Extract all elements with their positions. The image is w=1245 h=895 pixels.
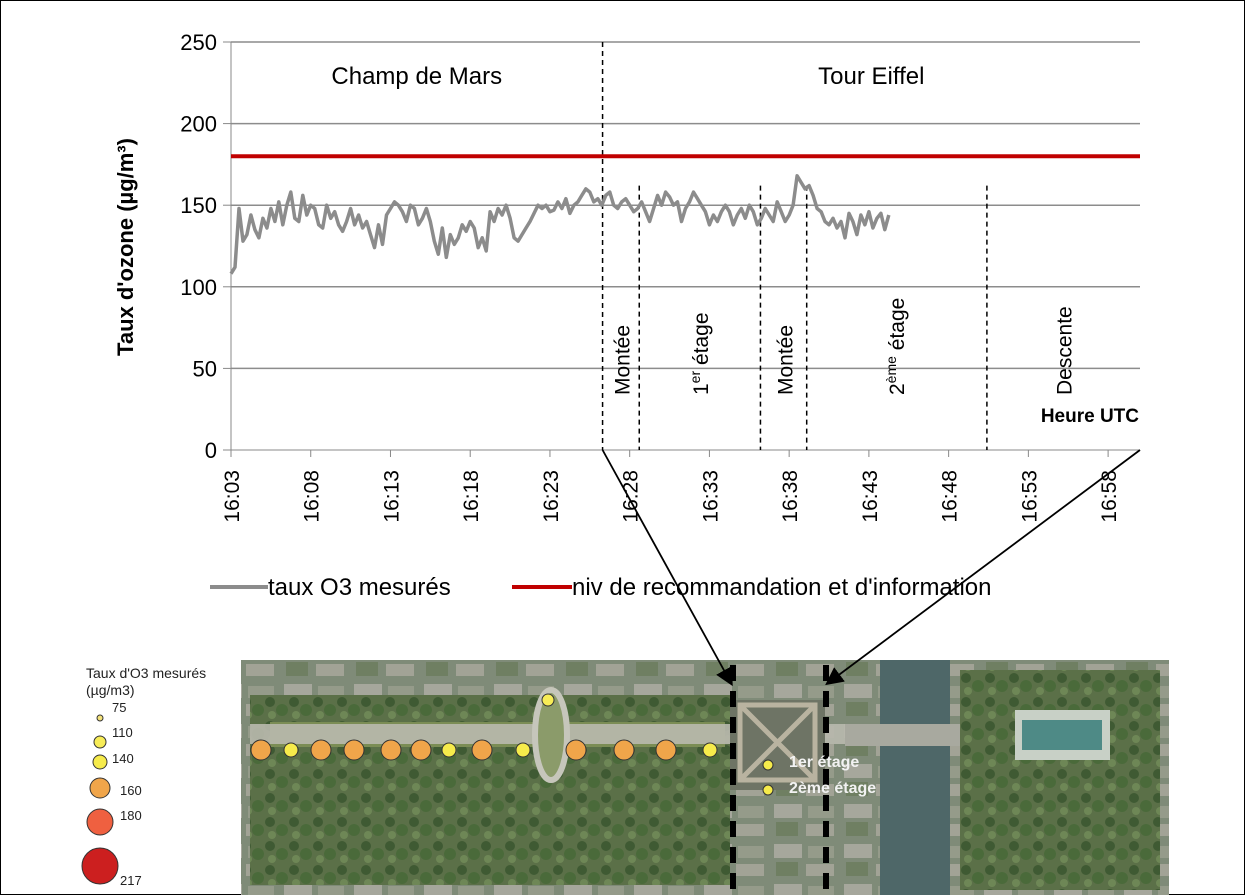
phase-label: 1er étage bbox=[687, 312, 713, 395]
x-tick-label: 16:48 bbox=[939, 470, 962, 523]
measurement-point bbox=[565, 739, 587, 761]
phase-labels: Montée 1er étage Montée 2ème étage Descente bbox=[612, 298, 1077, 395]
map-legend-value: 217 bbox=[120, 873, 142, 888]
measurement-point bbox=[655, 739, 677, 761]
x-tick-label: 16:08 bbox=[301, 470, 324, 523]
x-axis-title: Heure UTC bbox=[1041, 406, 1139, 427]
map-legend-value: 140 bbox=[112, 751, 134, 766]
phase-label: Montée bbox=[612, 325, 635, 395]
x-tick-label: 16:38 bbox=[779, 470, 802, 523]
measurement-point bbox=[541, 693, 555, 707]
y-tick-label: 50 bbox=[193, 356, 217, 381]
floor2-point bbox=[762, 784, 774, 796]
map-legend-title: Taux d'O3 mesurés bbox=[86, 665, 206, 681]
map-legend-circle bbox=[92, 754, 108, 770]
x-tick-labels: 16:03 16:08 16:13 16:18 16:23 16:28 16:33 16:38… bbox=[221, 450, 1121, 523]
x-tick-label: 16:13 bbox=[380, 470, 403, 523]
roundabout bbox=[532, 687, 570, 783]
map-legend-value: 160 bbox=[120, 783, 142, 798]
measurement-point bbox=[471, 739, 493, 761]
y-tick-label: 200 bbox=[180, 112, 217, 137]
legend-label-threshold: niv de recommandation et d'information bbox=[572, 574, 991, 601]
measurement-point bbox=[410, 739, 432, 761]
zoom-arrow-end bbox=[825, 449, 1141, 686]
measurement-point bbox=[613, 739, 635, 761]
section-label-tour-eiffel: Tour Eiffel bbox=[818, 63, 924, 90]
measurement-point bbox=[250, 739, 272, 761]
measurement-point bbox=[380, 739, 402, 761]
phase-dividers bbox=[601, 42, 988, 450]
measurement-points bbox=[250, 693, 718, 761]
x-tick-label: 16:58 bbox=[1098, 470, 1121, 523]
x-tick-label: 16:18 bbox=[460, 470, 483, 523]
map-legend-circle bbox=[89, 777, 111, 799]
x-tick-label: 16:23 bbox=[540, 470, 563, 523]
phase-label: Montée bbox=[774, 325, 797, 395]
x-tick-label: 16:33 bbox=[699, 470, 722, 523]
map-legend-value: 180 bbox=[120, 808, 142, 823]
trocadero-gardens bbox=[960, 670, 1160, 890]
map-legend-unit: (µg/m3) bbox=[86, 682, 135, 698]
measurement-point bbox=[515, 742, 531, 758]
map-legend-value: 75 bbox=[112, 700, 126, 715]
phase-label: Descente bbox=[1053, 306, 1076, 395]
aerial-map: 1er étage 2ème étage bbox=[241, 660, 1169, 895]
x-tick-label: 16:53 bbox=[1018, 470, 1041, 523]
x-tick-label: 16:43 bbox=[859, 470, 882, 523]
phase-label: 2ème étage bbox=[883, 298, 909, 395]
measurement-point bbox=[343, 739, 365, 761]
x-tick-label: 16:03 bbox=[221, 470, 244, 523]
y-axis-title: Taux d'ozone (µg/m³) bbox=[113, 138, 138, 356]
map-legend-circle bbox=[81, 847, 119, 885]
floor2-label: 2ème étage bbox=[789, 780, 876, 797]
eiffel-tower-structure bbox=[737, 702, 818, 783]
y-gridlines bbox=[223, 41, 1140, 451]
o3-measured-series bbox=[229, 174, 891, 275]
zoom-arrow-start bbox=[601, 449, 733, 687]
measurement-point bbox=[310, 739, 332, 761]
pont-d-iena bbox=[845, 724, 980, 746]
map-legend: Taux d'O3 mesurés (µg/m3) 75 110 140 160 180… bbox=[81, 665, 206, 888]
map-legend-circle bbox=[86, 808, 114, 836]
measurement-point bbox=[702, 742, 718, 758]
y-tick-label: 100 bbox=[180, 275, 217, 300]
map-legend-circle bbox=[93, 735, 107, 749]
measurement-point bbox=[441, 742, 457, 758]
map-legend-value: 110 bbox=[112, 725, 133, 740]
y-tick-labels: 0 50 100 150 200 250 bbox=[180, 30, 217, 463]
section-label-champ-de-mars: Champ de Mars bbox=[331, 63, 502, 90]
x-tick-label: 16:28 bbox=[620, 470, 643, 523]
map-legend-circle bbox=[96, 714, 104, 722]
trocadero-pool bbox=[1022, 720, 1102, 750]
y-tick-label: 250 bbox=[180, 30, 217, 55]
measurement-point bbox=[283, 742, 299, 758]
legend-label-o3: taux O3 mesurés bbox=[268, 574, 451, 601]
floor1-label: 1er étage bbox=[789, 754, 859, 771]
y-tick-label: 0 bbox=[205, 438, 217, 463]
zoom-arrows bbox=[601, 449, 1141, 687]
y-tick-label: 150 bbox=[180, 193, 217, 218]
seine-river bbox=[880, 660, 950, 895]
chart-legend: taux O3 mesurés niv de recommandation et… bbox=[210, 574, 991, 601]
floor1-point bbox=[762, 759, 774, 771]
